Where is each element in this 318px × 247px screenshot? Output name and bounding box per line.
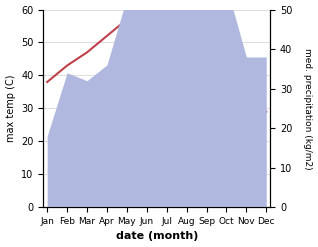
Y-axis label: med. precipitation (kg/m2): med. precipitation (kg/m2) (303, 48, 313, 169)
X-axis label: date (month): date (month) (115, 231, 198, 242)
Y-axis label: max temp (C): max temp (C) (5, 75, 16, 142)
